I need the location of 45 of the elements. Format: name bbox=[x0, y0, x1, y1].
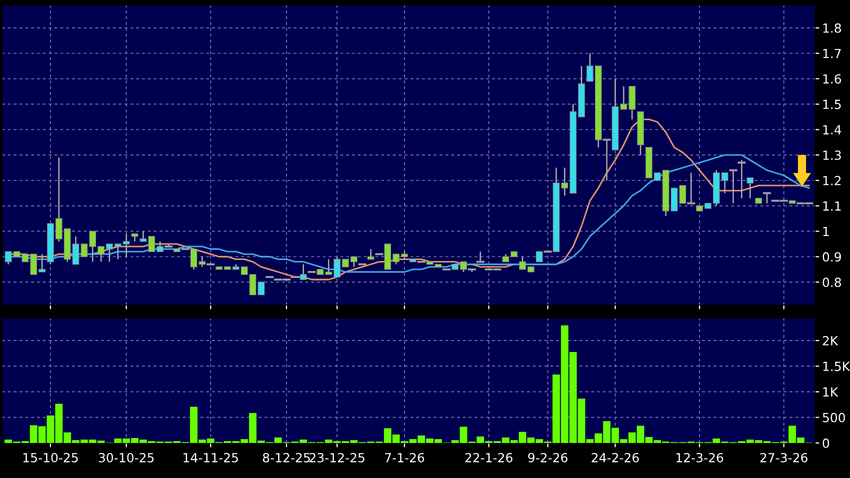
y-tick-label: 1.2 bbox=[823, 176, 841, 186]
x-tick-label: 23-12-25 bbox=[310, 452, 364, 462]
y-tick-label: 1.7 bbox=[823, 48, 841, 58]
candlestick bbox=[536, 251, 543, 262]
candlestick bbox=[729, 169, 738, 204]
candlestick bbox=[476, 250, 484, 263]
candlestick bbox=[670, 188, 678, 212]
candlestick bbox=[367, 248, 374, 260]
candlestick bbox=[762, 192, 771, 204]
candlestick bbox=[602, 138, 611, 182]
candlestick bbox=[190, 248, 198, 270]
candlestick bbox=[687, 172, 696, 204]
x-tick-label: 30-10-25 bbox=[98, 452, 154, 462]
candlestick bbox=[249, 274, 256, 296]
y-tick-label: 1K bbox=[823, 387, 838, 397]
x-tick-label: 14-11-25 bbox=[184, 452, 238, 462]
y-tick-label: 2K bbox=[822, 336, 838, 346]
x-tick-label: 7-1-26 bbox=[385, 452, 424, 462]
x-tick-label: 24-2-26 bbox=[592, 452, 639, 462]
candlestick bbox=[300, 264, 307, 280]
y-tick-label: 500 bbox=[822, 412, 845, 422]
candlestick bbox=[198, 256, 206, 268]
y-tick-label: 0 bbox=[822, 438, 830, 448]
x-tick-label: 12-3-26 bbox=[676, 452, 724, 462]
x-tick-label: 8-12-25 bbox=[262, 452, 310, 462]
y-tick-label: 0.8 bbox=[822, 278, 841, 288]
y-tick-label: 1.5K bbox=[823, 362, 850, 372]
y-tick-label: 0.9 bbox=[822, 252, 841, 262]
x-tick-label: 27-3-26 bbox=[760, 452, 808, 462]
candlestick bbox=[746, 177, 754, 199]
candlestick bbox=[738, 159, 746, 199]
y-tick-label: 1.6 bbox=[823, 74, 842, 84]
y-tick-label: 1.5 bbox=[823, 100, 841, 110]
candlestick bbox=[4, 250, 12, 265]
candlestick bbox=[72, 236, 80, 265]
x-tick-label: 15-10-25 bbox=[23, 452, 78, 462]
y-tick-label: 1.4 bbox=[823, 125, 842, 134]
y-tick-label: 1 bbox=[823, 226, 829, 236]
y-tick-label: 1.8 bbox=[823, 23, 841, 33]
y-tick-label: 1.1 bbox=[823, 201, 841, 211]
x-tick-label: 22-1-26 bbox=[465, 452, 512, 462]
x-tick-label: 9-2-26 bbox=[528, 452, 568, 462]
candlestick bbox=[679, 185, 686, 204]
y-tick-label: 1.3 bbox=[823, 150, 841, 160]
candlestick bbox=[258, 282, 265, 296]
